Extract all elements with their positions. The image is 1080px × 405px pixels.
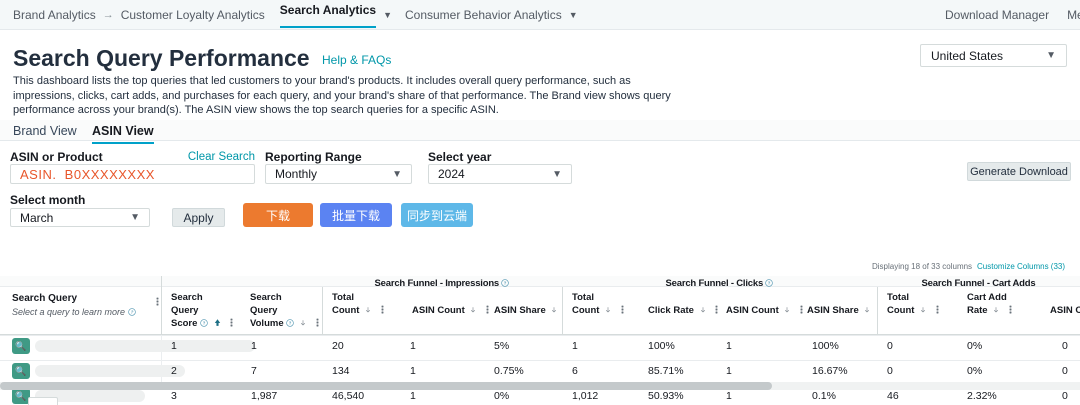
svg-text:?: ?	[768, 280, 771, 285]
svg-text:?: ?	[130, 310, 133, 315]
svg-text:?: ?	[504, 280, 507, 285]
svg-text:?: ?	[289, 321, 292, 326]
svg-text:?: ?	[203, 321, 206, 326]
